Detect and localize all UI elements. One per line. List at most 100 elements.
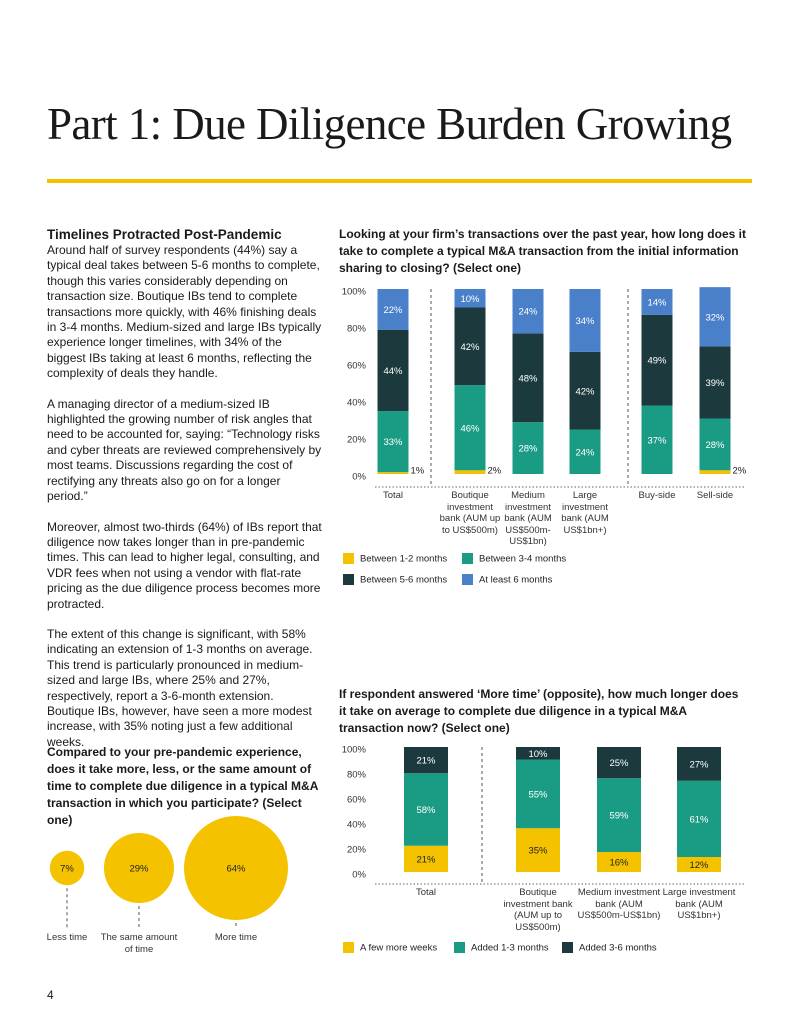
category-label: More time xyxy=(214,932,258,943)
paragraph: A managing director of a medium-sized IB… xyxy=(47,396,322,504)
bar-segment xyxy=(377,289,409,330)
value-label: 2% xyxy=(488,466,502,477)
legend-label: Added 1-3 months xyxy=(471,943,549,954)
bar-segment xyxy=(569,351,601,430)
page-number: 4 xyxy=(47,988,54,1002)
value-label: 21% xyxy=(416,854,436,865)
x-tick-label: Large investment bank (AUM US$1bn+) xyxy=(561,490,609,536)
bar-segment xyxy=(641,314,673,406)
category-label: The same amount of time xyxy=(100,932,178,955)
value-label: 12% xyxy=(689,860,709,871)
bar-segment xyxy=(377,329,409,412)
y-tick-label: 40% xyxy=(347,820,367,831)
chart-title: Compared to your pre-pandemic experience… xyxy=(47,745,318,827)
value-label: 46% xyxy=(460,423,480,434)
legend-label: Between 5-6 months xyxy=(360,575,447,586)
paragraph: Moreover, almost two-thirds (64%) of IBs… xyxy=(47,519,322,611)
value-label: 34% xyxy=(575,316,595,327)
legend-label: A few more weeks xyxy=(360,943,437,954)
section-heading: Timelines Protracted Post-Pandemic xyxy=(47,227,282,242)
bar-segment xyxy=(677,780,721,857)
value-label: 1% xyxy=(411,466,425,477)
bar-segment xyxy=(454,289,486,308)
x-tick-label: Medium investment bank (AUM US$500m-US$1… xyxy=(504,490,552,547)
bar-segment xyxy=(454,470,486,474)
value-label: 39% xyxy=(705,378,725,389)
value-label: 24% xyxy=(575,447,595,458)
paragraph: The extent of this change is significant… xyxy=(47,626,313,749)
category-label: Less time xyxy=(46,932,88,943)
legend-swatch xyxy=(343,574,354,585)
value-label: 48% xyxy=(518,373,538,384)
y-tick-label: 20% xyxy=(347,845,367,856)
value-label: 24% xyxy=(518,307,538,318)
value-label: 25% xyxy=(609,758,629,769)
chart-title: If respondent answered ‘More time’ (oppo… xyxy=(339,687,739,735)
value-label: 22% xyxy=(383,305,403,316)
value-label: 61% xyxy=(689,814,709,825)
chart-title: Looking at your firm’s transactions over… xyxy=(339,227,746,275)
page-title: Part 1: Due Diligence Burden Growing xyxy=(47,99,732,149)
value-label: 64% xyxy=(226,864,246,875)
bar-segment xyxy=(597,778,641,852)
bar-segment xyxy=(597,747,641,779)
value-label: 42% xyxy=(575,386,595,397)
value-label: 28% xyxy=(518,444,538,455)
legend-swatch xyxy=(462,553,473,564)
bar-segment xyxy=(516,759,560,829)
value-label: 21% xyxy=(416,756,436,767)
y-tick-label: 60% xyxy=(347,361,367,372)
value-label: 28% xyxy=(705,440,725,451)
value-label: 59% xyxy=(609,811,629,822)
y-tick-label: 80% xyxy=(347,770,367,781)
value-label: 33% xyxy=(383,437,403,448)
legend-swatch xyxy=(343,553,354,564)
y-tick-label: 40% xyxy=(347,398,367,409)
y-tick-label: 60% xyxy=(347,795,367,806)
bar-segment xyxy=(377,472,409,474)
bar-segment xyxy=(569,289,601,352)
bar-segment xyxy=(512,289,544,334)
x-tick-label: Large investment bank (AUM US$1bn+) xyxy=(662,887,736,921)
bar-segment xyxy=(377,411,409,473)
value-label: 42% xyxy=(460,342,480,353)
value-label: 16% xyxy=(609,858,629,869)
value-label: 10% xyxy=(460,294,480,305)
y-tick-label: 80% xyxy=(347,324,367,335)
bar-segment xyxy=(699,287,731,347)
x-tick-label: Total xyxy=(415,887,437,898)
bar-segment xyxy=(677,857,721,872)
bar-segment xyxy=(641,289,673,315)
legend-swatch xyxy=(562,942,573,953)
paragraph: Around half of survey respondents (44%) … xyxy=(47,243,322,381)
bar-segment xyxy=(641,405,673,474)
value-label: 7% xyxy=(60,864,74,875)
legend-swatch xyxy=(462,574,473,585)
value-label: 49% xyxy=(647,356,667,367)
value-label: 44% xyxy=(383,366,403,377)
legend-label: At least 6 months xyxy=(479,575,553,586)
x-tick-label: Buy-side xyxy=(638,490,676,501)
bar-segment xyxy=(454,385,486,471)
x-tick-label: Boutique investment bank (AUM up to US$5… xyxy=(503,887,573,933)
legend-swatch xyxy=(343,942,354,953)
y-tick-label: 0% xyxy=(352,472,366,483)
value-label: 55% xyxy=(528,789,548,800)
x-tick-label: Total xyxy=(382,490,404,501)
legend-label: Between 3-4 months xyxy=(479,554,566,565)
value-label: 32% xyxy=(705,312,725,323)
bar-segment xyxy=(597,852,641,872)
bar-segment xyxy=(404,773,448,846)
title-rule xyxy=(47,179,752,183)
value-label: 35% xyxy=(528,846,548,857)
value-label: 2% xyxy=(733,466,747,477)
value-label: 58% xyxy=(416,805,436,816)
bar-segment xyxy=(454,307,486,386)
bar-segment xyxy=(404,747,448,774)
value-label: 14% xyxy=(647,297,667,308)
x-tick-label: Sell-side xyxy=(696,490,734,501)
y-tick-label: 20% xyxy=(347,435,367,446)
bar-segment xyxy=(699,470,731,474)
